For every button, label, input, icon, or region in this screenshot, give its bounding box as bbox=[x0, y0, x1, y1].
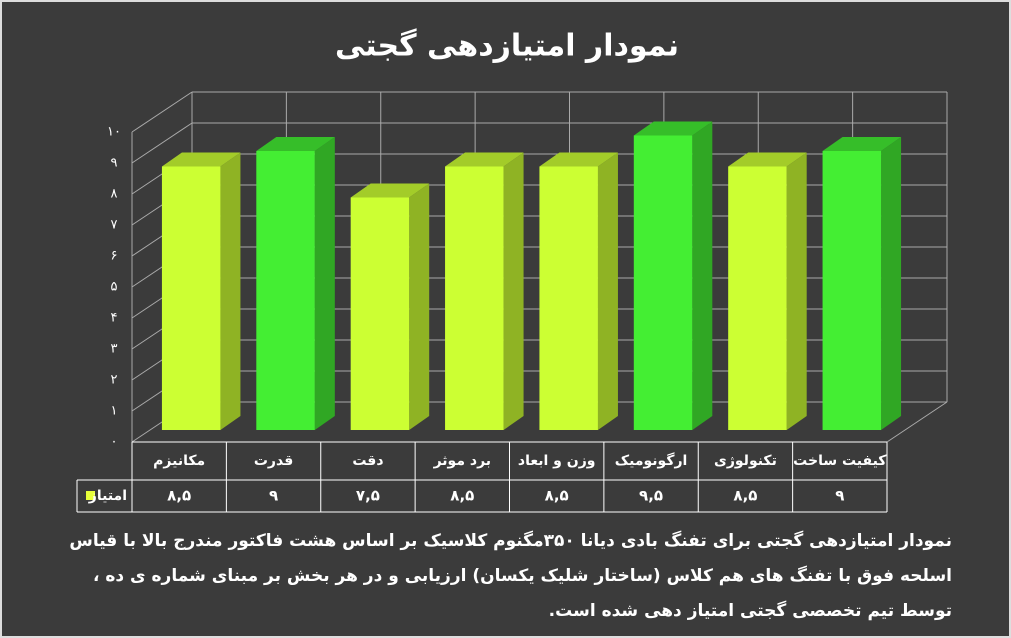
y-tick-label: ۵ bbox=[111, 280, 118, 295]
bar bbox=[445, 166, 504, 430]
bar-side bbox=[220, 152, 241, 430]
x-tick-label: کیفیت ساخت bbox=[793, 453, 887, 469]
data-label: ۸,۵ bbox=[167, 487, 191, 505]
bar-top bbox=[445, 152, 524, 167]
legend-label: امتیاز bbox=[88, 488, 127, 504]
bar bbox=[539, 166, 598, 430]
bar-side bbox=[503, 152, 524, 430]
bar-side bbox=[786, 152, 807, 430]
y-tick-label: ۰ bbox=[111, 435, 118, 450]
y-tick-label: ۱۰ bbox=[107, 125, 121, 140]
bar-top bbox=[633, 121, 713, 136]
x-tick-label: وزن و ابعاد bbox=[518, 453, 596, 469]
bar-top bbox=[350, 183, 430, 198]
bar-side bbox=[314, 137, 335, 430]
y-tick-label: ۶ bbox=[111, 249, 118, 264]
grid-line bbox=[131, 91, 193, 133]
bar-top bbox=[728, 152, 807, 167]
y-tick-label: ۳ bbox=[111, 342, 118, 357]
x-tick-label: برد موثر bbox=[433, 453, 491, 469]
bar bbox=[161, 166, 221, 430]
data-label: ۹,۵ bbox=[639, 487, 663, 505]
y-tick-label: ۷ bbox=[111, 218, 118, 233]
bar-top bbox=[822, 137, 902, 151]
y-tick-label: ۱ bbox=[111, 404, 118, 419]
bar bbox=[350, 197, 410, 430]
bar-side bbox=[881, 137, 902, 430]
data-label: ۸,۵ bbox=[733, 487, 757, 505]
x-tick-label: ارگونومیک bbox=[615, 452, 688, 469]
floor-edge bbox=[886, 401, 948, 443]
data-label: ۷,۵ bbox=[356, 487, 380, 505]
y-tick-label: ۸ bbox=[111, 187, 118, 202]
grid-line bbox=[131, 122, 193, 164]
bar-top bbox=[161, 152, 241, 167]
x-tick-label: مکانیزم bbox=[153, 453, 205, 469]
chart-title: نمودار امتیازدهی گجتی bbox=[335, 28, 679, 64]
bar-side bbox=[409, 183, 430, 430]
data-label: ۸,۵ bbox=[450, 487, 474, 505]
y-tick-label: ۴ bbox=[111, 311, 118, 326]
bar-side bbox=[692, 121, 713, 430]
x-tick-label: تکنولوژی bbox=[714, 453, 777, 469]
caption: نمودار امتیازدهی گجتی برای تفنگ بادی دیا… bbox=[69, 531, 952, 621]
bar-top bbox=[256, 137, 335, 151]
bar bbox=[822, 151, 882, 430]
bar bbox=[633, 135, 693, 430]
y-tick-label: ۹ bbox=[111, 156, 118, 171]
y-tick-label: ۲ bbox=[111, 373, 118, 388]
bar-side bbox=[597, 152, 618, 430]
data-label: ۹ bbox=[269, 487, 278, 505]
data-label: ۸,۵ bbox=[545, 487, 569, 505]
bar bbox=[728, 166, 787, 430]
x-tick-label: قدرت bbox=[254, 453, 293, 469]
bar-top bbox=[539, 152, 618, 167]
data-label: ۹ bbox=[835, 487, 844, 505]
bar bbox=[256, 151, 315, 430]
legend-marker bbox=[86, 491, 95, 500]
x-tick-label: دقت bbox=[352, 453, 383, 469]
